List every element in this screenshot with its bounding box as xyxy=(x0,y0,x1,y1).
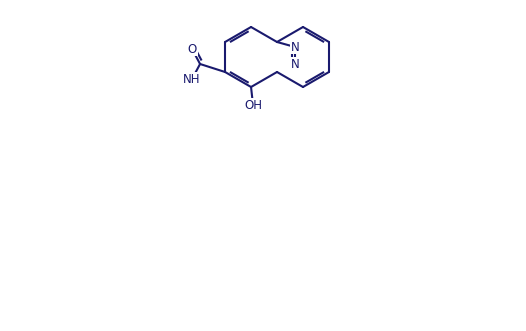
Text: OH: OH xyxy=(244,99,262,112)
Text: O: O xyxy=(187,42,197,56)
Text: NH: NH xyxy=(183,72,201,85)
Text: N: N xyxy=(291,40,299,54)
Text: N: N xyxy=(291,58,299,71)
